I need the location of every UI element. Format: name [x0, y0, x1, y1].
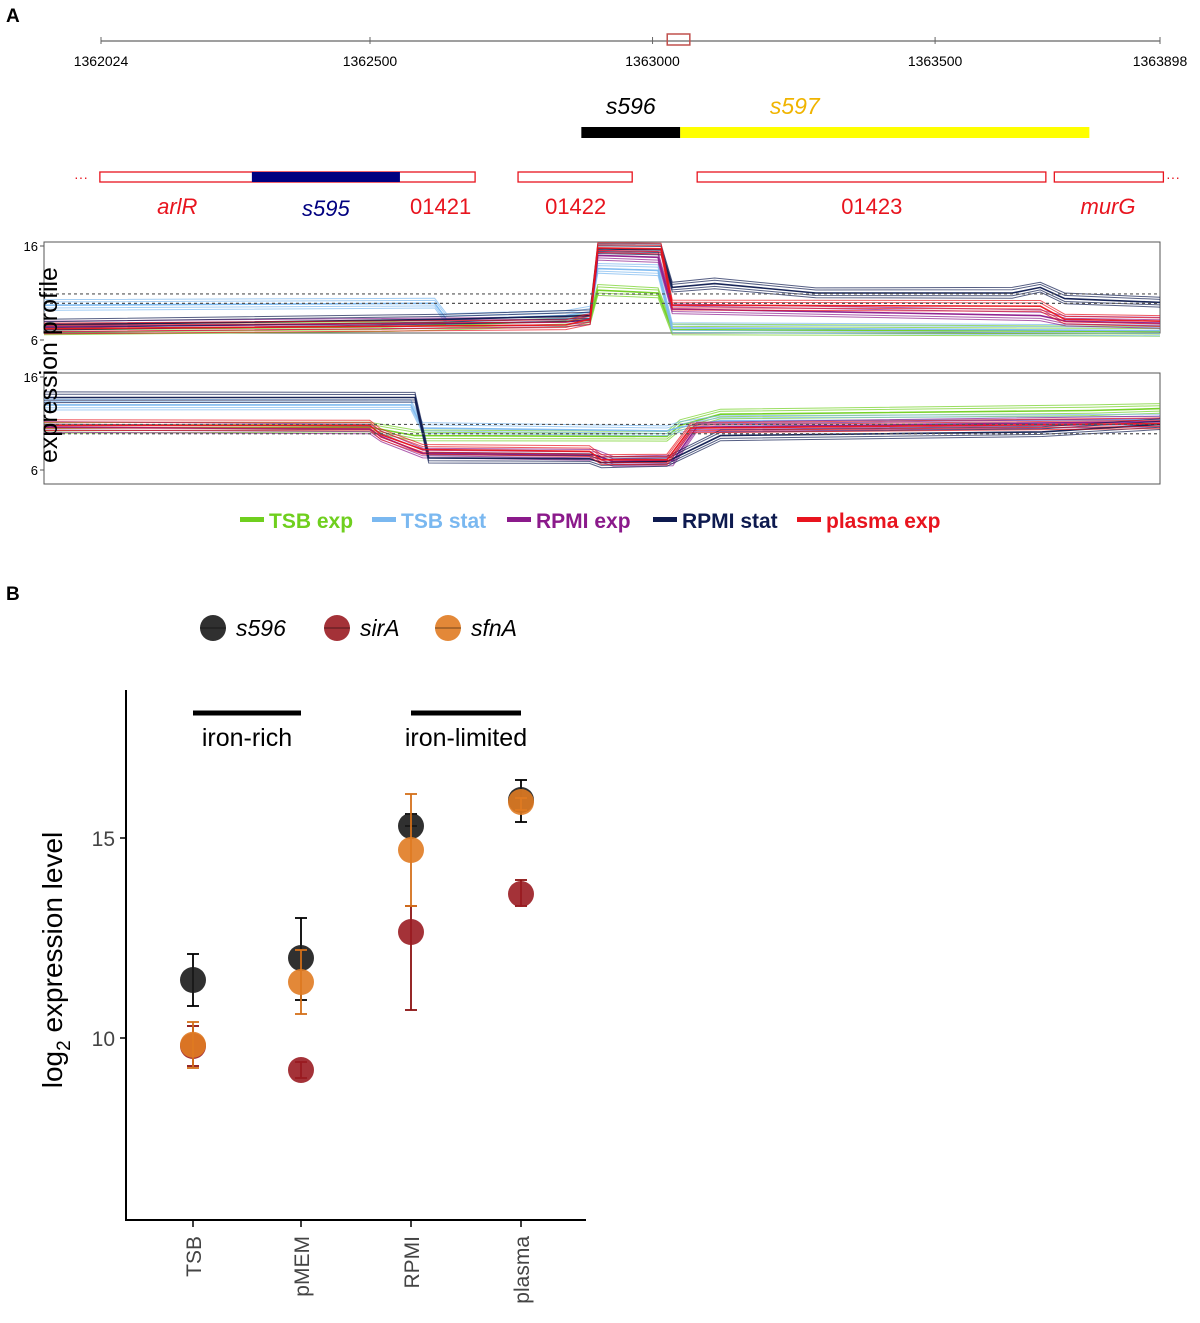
point-sfnA-RPMI [398, 837, 424, 863]
profile-line-plasma-exp [43, 419, 1161, 458]
legend-swatch-RPMI-exp [507, 517, 531, 522]
ytick-label-6: 6 [31, 463, 38, 478]
profile-line-plasma-exp [43, 251, 1161, 335]
legend-label-RPMI-exp: RPMI exp [536, 510, 631, 533]
profile-line-TSB-stat [44, 404, 1161, 432]
point-sfnA-plasma [508, 789, 534, 815]
genome-axis-tick-label: 1363500 [908, 53, 963, 69]
profile-line-plasma-exp [43, 247, 1161, 330]
profile-line-plasma-exp [43, 428, 1161, 466]
log2-ylabel: log2 expression level [37, 832, 75, 1089]
profile-line-plasma-exp [43, 242, 1161, 324]
ytick-label-16: 16 [24, 370, 38, 385]
point-sfnA-TSB [180, 1031, 206, 1058]
legend-label-TSB-stat: TSB stat [401, 510, 486, 533]
expression-plot-top-strand: 16 6 [24, 239, 1161, 348]
xtick-label-TSB: TSB [183, 1236, 206, 1277]
srna-bar-s597 [680, 127, 1090, 138]
xtick-label-plasma: plasma [511, 1236, 534, 1304]
genome-axis-tick-label: 1362500 [343, 53, 398, 69]
legend-label-TSB-exp: TSB exp [269, 510, 353, 533]
ytick-label-16: 16 [24, 239, 38, 254]
legend-swatch-TSB-stat [372, 517, 396, 522]
gene-label-01423: 01423 [841, 194, 902, 219]
expression-profile-ylabel: expression profile [35, 267, 63, 463]
continuation-dots-left: ··· [74, 169, 88, 185]
genome-axis-tick-label: 1363000 [625, 53, 680, 69]
profile-line-plasma-exp [43, 425, 1161, 464]
legend-label-sirA: sirA [360, 615, 400, 641]
xtick-label-RPMI: RPMI [401, 1236, 424, 1289]
scatter-plot: 10 15 TSB pMEM RPMI plasma iron-rich iron-limit… [92, 690, 586, 1304]
ytick-label-6: 6 [31, 333, 38, 348]
profile-line-RPMI-stat [43, 252, 1161, 331]
gene-box [517, 171, 633, 183]
continuation-dots-right: ··· [1166, 169, 1180, 185]
legend-swatch-TSB-exp [240, 517, 264, 522]
profile-line-RPMI-stat [43, 401, 1161, 469]
gene-label-01422: 01422 [545, 194, 606, 219]
gene-box [1053, 171, 1165, 183]
profile-line-RPMI-stat [43, 245, 1161, 323]
genome-axis-tick-label: 1363898 [1133, 53, 1188, 69]
ytick-label: 10 [92, 1028, 115, 1051]
genome-axis-tick-label: 1362024 [74, 53, 129, 69]
feature-label-s595: s595 [302, 196, 350, 221]
legend-label-RPMI-stat: RPMI stat [682, 510, 778, 533]
legend-swatch-plasma-exp [797, 517, 821, 522]
profile-line-RPMI-stat [43, 247, 1161, 326]
srna-label-s597: s597 [770, 93, 821, 119]
genome-window-highlight [666, 33, 691, 46]
expression-plot-bottom-strand: 16 6 [24, 370, 1161, 485]
point-sirA-RPMI [398, 919, 424, 945]
srna-bar-s596 [581, 127, 681, 138]
point-sirA-pMEM [288, 1057, 314, 1083]
legend-label-plasma-exp: plasma exp [826, 510, 940, 533]
ytick-label: 15 [92, 828, 115, 851]
gene-box [696, 171, 1047, 183]
profile-line-plasma-exp [43, 249, 1161, 332]
panel-a-label: A [6, 6, 20, 27]
profile-line-plasma-exp [44, 422, 1161, 461]
panel-b-label: B [6, 584, 20, 605]
legend-label-sfnA: sfnA [471, 615, 517, 641]
group-label-iron-limited: iron-limited [405, 724, 527, 752]
gene-label-murG: murG [1081, 194, 1136, 219]
point-s596-TSB [180, 967, 206, 993]
legend-label-s596: s596 [236, 615, 286, 641]
group-label-iron-rich: iron-rich [202, 724, 292, 752]
point-sfnA-pMEM [288, 969, 314, 995]
legend-swatch-RPMI-stat [653, 517, 677, 522]
profile-line-RPMI-stat [43, 243, 1161, 320]
xtick-label-pMEM: pMEM [291, 1236, 314, 1297]
legend-panel-b: s596 sirA sfnA [200, 615, 517, 641]
feature-bar-s595 [251, 172, 400, 182]
point-sirA-plasma [508, 881, 534, 907]
legend-panel-a: TSB exp TSB stat RPMI exp RPMI stat plasma e… [240, 510, 940, 533]
srna-label-s596: s596 [606, 93, 656, 119]
gene-label-01421: 01421 [410, 194, 471, 219]
profile-line-RPMI-stat [43, 250, 1161, 329]
gene-label-arlR: arlR [157, 194, 197, 219]
genome-track: 1362024 1362500 1363000 1363500 1363898 s596 s… [74, 33, 1188, 221]
